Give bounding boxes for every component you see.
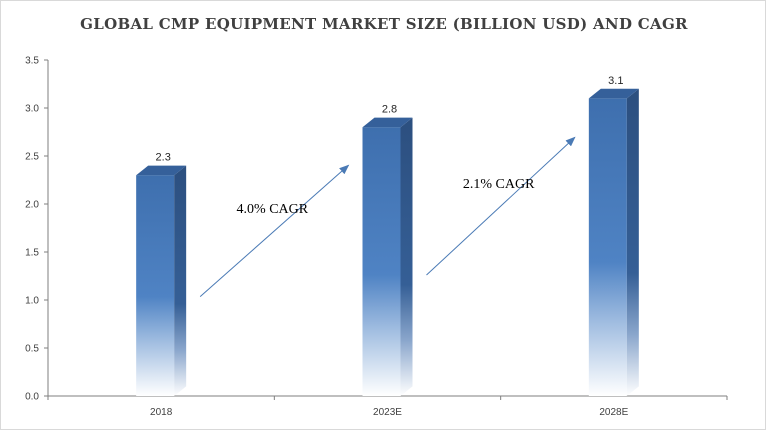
y-tick-label: 2.5: [25, 152, 39, 163]
bars: 2.3 2.8 3.1: [136, 75, 639, 397]
y-tick-label: 1.5: [25, 248, 39, 259]
bar-2028e: 3.1: [588, 75, 639, 397]
data-label: 2.3: [156, 152, 171, 164]
cagr-arrow: [426, 136, 576, 276]
cagr-annotation: 2.1% CAGR: [426, 136, 576, 276]
bar-side: [174, 165, 187, 396]
y-tick-label: 3.0: [25, 104, 39, 115]
y-tick-label: 0.0: [25, 392, 39, 403]
bar-2018: 2.3: [136, 152, 187, 396]
bar-top: [362, 117, 413, 128]
cagr-annotation: 4.0% CAGR: [199, 164, 350, 298]
bar-side: [626, 88, 639, 397]
cagr-annotations: 4.0% CAGR 2.1% CAGR: [199, 136, 576, 298]
bar-side: [400, 117, 413, 396]
bar-front: [136, 175, 175, 396]
bar-top: [588, 88, 639, 99]
cagr-arrow: [199, 164, 350, 298]
bar-front: [588, 98, 627, 397]
y-tick-label: 2.0: [25, 200, 39, 211]
x-tick-label: 2018: [150, 407, 173, 418]
bar-top: [136, 165, 187, 176]
y-tick-label: 3.5: [25, 56, 39, 67]
y-tick-label: 1.0: [25, 296, 39, 307]
cagr-label: 4.0% CAGR: [237, 202, 309, 217]
data-label: 2.8: [382, 104, 397, 116]
bar-2023e: 2.8: [362, 104, 413, 396]
y-axis: 0.0 0.5 1.0 1.5 2.0 2.5 3.0 3.5: [25, 56, 49, 403]
data-label: 3.1: [608, 75, 623, 87]
chart-title: GLOBAL CMP EQUIPMENT MARKET SIZE (BILLIO…: [80, 15, 688, 33]
bar-front: [362, 127, 401, 396]
y-tick-label: 0.5: [25, 344, 39, 355]
x-tick-label: 2023E: [373, 407, 402, 418]
x-axis: 2018 2023E 2028E: [47, 395, 728, 418]
x-tick-label: 2028E: [599, 407, 628, 418]
cagr-label: 2.1% CAGR: [463, 177, 535, 192]
